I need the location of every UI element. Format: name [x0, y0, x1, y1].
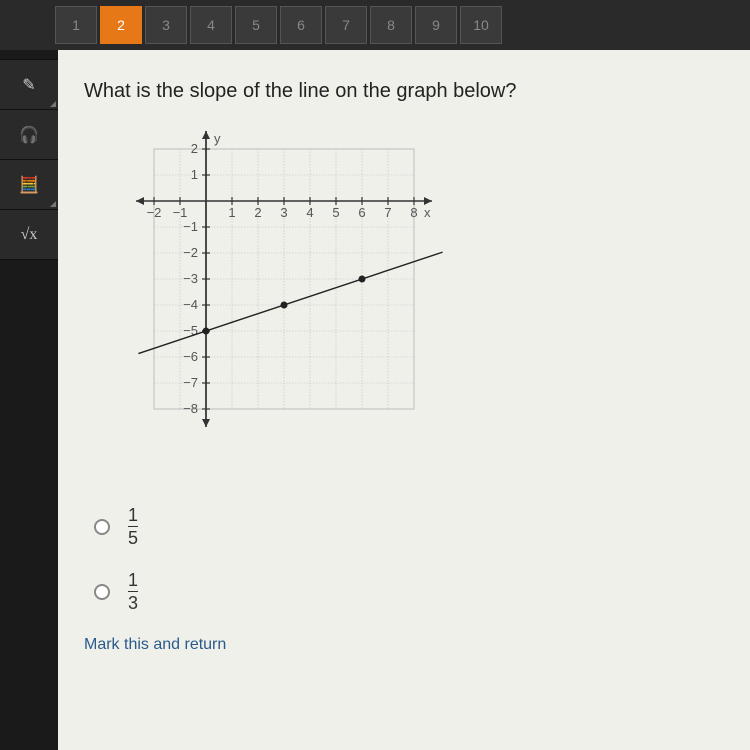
svg-text:−3: −3 [183, 271, 198, 286]
svg-text:−6: −6 [183, 349, 198, 364]
nav-item-7[interactable]: 7 [325, 6, 367, 44]
option-1[interactable]: 1 5 [94, 506, 724, 547]
answer-options: 1 5 1 3 [94, 506, 724, 612]
nav-item-1[interactable]: 1 [55, 6, 97, 44]
radio-2[interactable] [94, 584, 110, 600]
svg-text:y: y [214, 131, 221, 146]
svg-text:5: 5 [332, 205, 339, 220]
svg-text:3: 3 [280, 205, 287, 220]
svg-text:−4: −4 [183, 297, 198, 312]
nav-item-2[interactable]: 2 [100, 6, 142, 44]
svg-text:8: 8 [410, 205, 417, 220]
svg-text:−2: −2 [183, 245, 198, 260]
audio-tool[interactable]: 🎧 [0, 110, 58, 160]
headphones-icon: 🎧 [19, 125, 39, 145]
question-text: What is the slope of the line on the gra… [84, 80, 724, 103]
option-2[interactable]: 1 3 [94, 571, 724, 612]
pencil-tool[interactable] [0, 50, 58, 60]
radio-1[interactable] [94, 519, 110, 535]
calculator-icon: 🧮 [19, 175, 39, 195]
svg-text:1: 1 [191, 167, 198, 182]
svg-text:−2: −2 [147, 205, 162, 220]
question-panel: What is the slope of the line on the gra… [58, 50, 750, 750]
calculator-tool[interactable]: 🧮 [0, 160, 58, 210]
pencil-tool[interactable]: ✎ [0, 60, 58, 110]
slope-graph: −2−112345678−8−7−6−5−4−3−2−112xy [118, 131, 724, 476]
sqrt-icon: √x [21, 226, 38, 244]
svg-text:6: 6 [358, 205, 365, 220]
svg-text:2: 2 [254, 205, 261, 220]
svg-text:−8: −8 [183, 401, 198, 416]
question-nav: 1 2 3 4 5 6 7 8 9 10 [0, 0, 750, 50]
svg-text:x: x [424, 205, 431, 220]
svg-text:2: 2 [191, 141, 198, 156]
mark-return-link[interactable]: Mark this and return [84, 636, 724, 654]
nav-item-3[interactable]: 3 [145, 6, 187, 44]
nav-item-4[interactable]: 4 [190, 6, 232, 44]
nav-item-6[interactable]: 6 [280, 6, 322, 44]
svg-text:−1: −1 [173, 205, 188, 220]
nav-item-9[interactable]: 9 [415, 6, 457, 44]
tool-sidebar: ✎ 🎧 🧮 √x [0, 50, 58, 750]
svg-text:7: 7 [384, 205, 391, 220]
svg-text:1: 1 [228, 205, 235, 220]
pencil-icon: ✎ [22, 75, 35, 95]
math-tool[interactable]: √x [0, 210, 58, 260]
option-1-label: 1 5 [128, 506, 138, 547]
svg-text:−7: −7 [183, 375, 198, 390]
nav-item-5[interactable]: 5 [235, 6, 277, 44]
option-2-label: 1 3 [128, 571, 138, 612]
nav-item-8[interactable]: 8 [370, 6, 412, 44]
svg-text:−1: −1 [183, 219, 198, 234]
svg-text:4: 4 [306, 205, 313, 220]
nav-item-10[interactable]: 10 [460, 6, 502, 44]
